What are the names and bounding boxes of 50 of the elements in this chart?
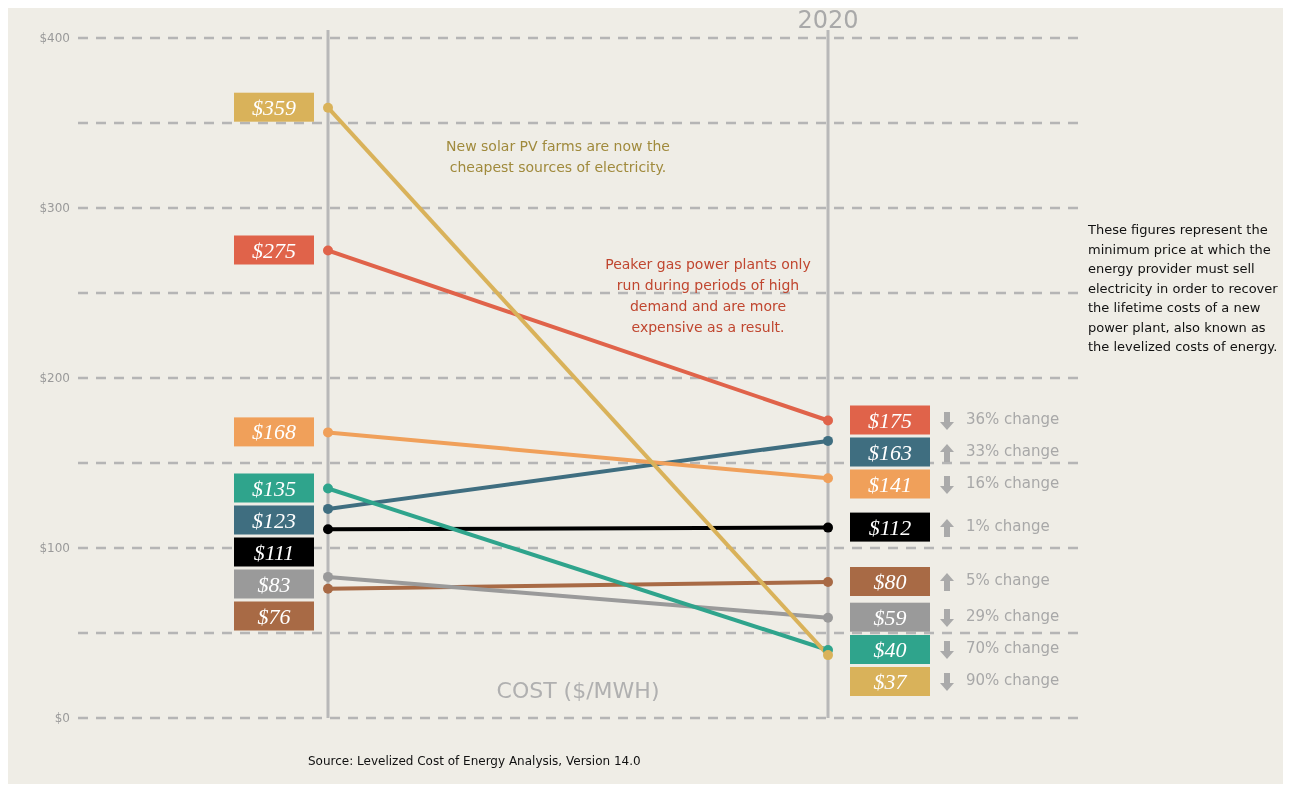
y-tick-label: $100 — [39, 541, 70, 556]
y-tick-label: $400 — [39, 31, 70, 46]
point — [323, 427, 333, 438]
annotation: 70% change — [966, 639, 1060, 657]
point — [323, 583, 333, 594]
annotation: 5% change — [966, 571, 1050, 589]
data-label: $168 — [252, 419, 296, 445]
data-label: $112 — [868, 514, 912, 540]
annotation: 29% change — [966, 606, 1060, 625]
annotation: 36% change — [966, 409, 1060, 428]
point — [823, 473, 833, 484]
point — [323, 483, 333, 494]
point — [323, 524, 333, 535]
data-label: $359 — [252, 94, 296, 120]
data-label: $59 — [873, 604, 907, 630]
data-label: $37 — [873, 669, 908, 694]
data-label: $275 — [252, 237, 296, 263]
y-tick-label: $0 — [54, 711, 70, 726]
point — [823, 435, 833, 446]
data-label: $175 — [868, 407, 912, 433]
data-label: $76 — [257, 603, 291, 629]
data-label: $40 — [873, 637, 907, 662]
point — [823, 650, 833, 661]
source-note: Source: Levelized Cost of Energy Analysis, Version 14.0 — [308, 753, 642, 770]
data-label: $83 — [257, 571, 291, 597]
annotation: 16% change — [966, 473, 1060, 492]
y-axis-title: COST ($/MWH) — [495, 678, 661, 703]
data-label: $80 — [873, 569, 907, 594]
y-tick-label: $300 — [39, 201, 70, 216]
x-tick-label: 2020 — [797, 6, 859, 34]
point — [323, 102, 333, 113]
point — [823, 415, 833, 426]
point — [823, 522, 833, 533]
point — [823, 577, 833, 587]
point — [323, 245, 333, 256]
annotation: 90% change — [966, 671, 1060, 689]
text: These figures represent the minimum price at which the energy provider must sell electricity in order to recover the lifetime costs of a new power plant, also known as the levelized costs of energy. — [1088, 221, 1279, 356]
point — [823, 612, 833, 623]
data-label: $123 — [252, 507, 296, 533]
annotation: 33% change — [966, 441, 1060, 460]
y-tick-label: $200 — [39, 371, 70, 386]
data-label: $135 — [252, 475, 296, 501]
data-label: $163 — [868, 439, 912, 465]
data-label: $111 — [253, 539, 295, 565]
point — [323, 503, 333, 514]
annotation: Peaker gas power plants only run during periods of high demand and are more expensive as a result. — [604, 255, 812, 337]
annotation: New solar PV farms are now the cheapest sources of electricity. — [445, 137, 671, 177]
annotation: 1% change — [966, 516, 1050, 535]
point — [323, 571, 333, 582]
data-label: $141 — [868, 471, 912, 497]
